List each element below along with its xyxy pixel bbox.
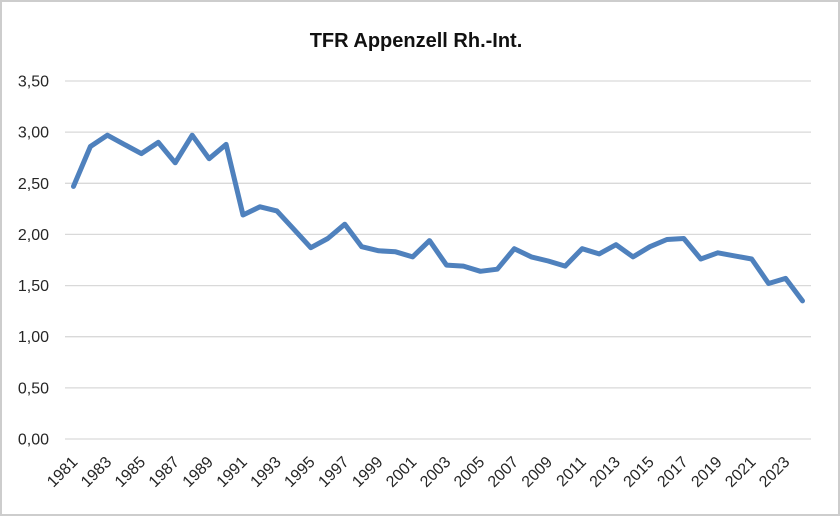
x-tick-label: 1997 <box>315 454 352 491</box>
x-tick-label: 2015 <box>621 454 658 491</box>
x-tick-label: 2007 <box>485 454 522 491</box>
x-tick-label: 1999 <box>349 454 386 491</box>
y-tick-label: 0,50 <box>18 380 49 397</box>
x-tick-label: 1983 <box>78 454 115 491</box>
y-tick-label: 3,00 <box>18 125 49 142</box>
x-tick-label: 2021 <box>722 454 759 491</box>
x-tick-label: 2011 <box>554 454 590 490</box>
x-tick-label: 1985 <box>112 454 149 491</box>
x-tick-label: 2013 <box>587 454 624 491</box>
y-tick-label: 2,50 <box>18 176 49 193</box>
tfr-line-series <box>71 132 805 304</box>
chart-title: TFR Appenzell Rh.-Int. <box>309 30 523 52</box>
x-tick-label: 1981 <box>44 454 81 491</box>
x-tick-label: 2017 <box>654 454 691 491</box>
y-tick-label: 3,50 <box>18 74 49 91</box>
x-tick-label: 2003 <box>417 454 454 491</box>
x-tick-label: 2009 <box>519 454 556 491</box>
x-tick-label: 1991 <box>214 454 251 491</box>
x-tick-label: 2023 <box>756 454 793 491</box>
x-tick-label: 1989 <box>180 454 217 491</box>
x-tick-label: 2005 <box>451 454 488 491</box>
x-tick-label: 2019 <box>688 454 725 491</box>
x-tick-label: 1995 <box>281 454 318 491</box>
x-tick-label: 2001 <box>383 454 420 491</box>
y-tick-label: 2,00 <box>18 227 49 244</box>
y-tick-label: 1,50 <box>18 278 49 295</box>
x-tick-label: 1993 <box>248 454 285 491</box>
y-tick-label: 0,00 <box>18 432 49 449</box>
y-tick-label: 1,00 <box>18 329 49 346</box>
x-tick-label: 1987 <box>146 454 183 491</box>
